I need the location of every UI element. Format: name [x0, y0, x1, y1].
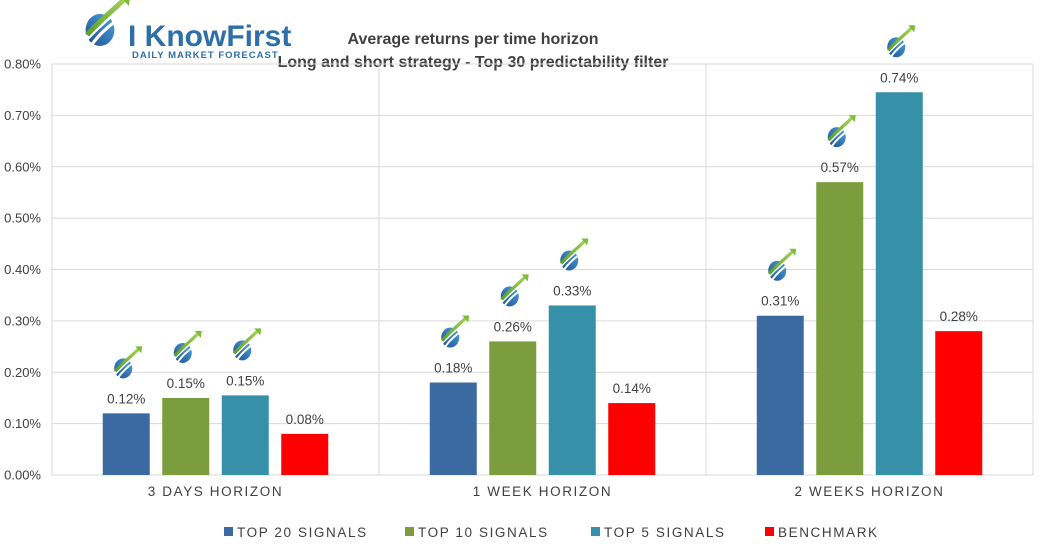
data-label: 0.12%: [107, 391, 145, 406]
bar: [875, 92, 923, 475]
bar: [281, 433, 329, 475]
brand-logo-icon: [86, 0, 131, 46]
bar: [548, 305, 596, 475]
brand-logo-tagline: DAILY MARKET FORECAST: [132, 50, 279, 61]
data-label: 0.57%: [821, 160, 859, 175]
y-tick-label: 0.70%: [4, 108, 41, 123]
legend-label: TOP 20 SIGNALS: [237, 525, 368, 540]
legend-swatch: [405, 527, 414, 536]
data-label: 0.14%: [613, 381, 651, 396]
y-tick-label: 0.30%: [4, 313, 41, 328]
bar: [162, 397, 210, 475]
x-category-label: 2 WEEKS HORIZON: [794, 484, 944, 499]
data-label: 0.18%: [434, 361, 472, 376]
chart-title: Average returns per time horizon: [347, 31, 598, 48]
grid-lines: [51, 63, 1034, 476]
knowfirst-logo-icon: [558, 236, 590, 273]
knowfirst-logo-icon: [172, 329, 204, 365]
y-tick-label: 0.00%: [4, 468, 41, 483]
legend: TOP 20 SIGNALS TOP 10 SIGNALS TOP 5 SIGNAL…: [224, 525, 879, 540]
knowfirst-logo-icon: [885, 23, 917, 59]
data-label: 0.26%: [494, 319, 532, 334]
data-label: 0.74%: [880, 70, 918, 85]
data-label: 0.15%: [167, 376, 205, 391]
knowfirst-logo-icon: [439, 313, 471, 350]
y-tick-label: 0.40%: [4, 262, 41, 277]
knowfirst-logo-icon: [499, 272, 531, 309]
bar: [816, 182, 864, 475]
y-tick-label: 0.50%: [4, 211, 41, 226]
brand-logo-name: I KnowFirst: [128, 20, 291, 53]
x-category-label: 3 DAYS HORIZON: [148, 484, 283, 499]
data-labels: 0.12% 0.15% 0.15% 0.08% 0.18% 0.26% 0.33% 0.14%…: [107, 70, 978, 427]
x-axis: 3 DAYS HORIZON 1 WEEK HORIZON 2 WEEKS HORI…: [148, 484, 944, 499]
y-tick-label: 0.80%: [4, 57, 41, 72]
x-category-label: 1 WEEK HORIZON: [473, 484, 612, 499]
data-label: 0.08%: [286, 412, 324, 427]
knowfirst-logo-icon: [766, 247, 798, 283]
bars: [102, 92, 983, 475]
bar: [489, 341, 537, 475]
y-tick-label: 0.20%: [4, 365, 41, 380]
data-label: 0.28%: [940, 309, 978, 324]
knowfirst-logo-icon: [826, 113, 858, 149]
legend-label: TOP 5 SIGNALS: [604, 525, 726, 540]
bar: [429, 382, 477, 475]
legend-swatch: [765, 527, 774, 536]
brand-logo: I KnowFirst DAILY MARKET FORECAST: [86, 0, 291, 61]
legend-swatch: [591, 527, 600, 536]
legend-swatch: [224, 527, 233, 536]
knowfirst-logo-icon: [112, 344, 144, 380]
chart-subtitle: Long and short strategy - Top 30 predict…: [278, 54, 669, 71]
y-axis: 0.00% 0.10% 0.20% 0.30% 0.40% 0.50% 0.60% 0.70%…: [4, 57, 41, 483]
bar: [608, 403, 656, 475]
legend-label: TOP 10 SIGNALS: [418, 525, 549, 540]
data-label: 0.15%: [226, 373, 264, 388]
legend-label: BENCHMARK: [778, 525, 879, 540]
bar: [221, 395, 269, 475]
data-label: 0.33%: [553, 283, 591, 298]
knowfirst-logo-icon: [231, 326, 263, 362]
y-tick-label: 0.10%: [4, 416, 41, 431]
bar: [756, 315, 804, 475]
bar: [935, 331, 983, 475]
bar: [102, 413, 150, 475]
y-tick-label: 0.60%: [4, 159, 41, 174]
data-label: 0.31%: [761, 294, 799, 309]
